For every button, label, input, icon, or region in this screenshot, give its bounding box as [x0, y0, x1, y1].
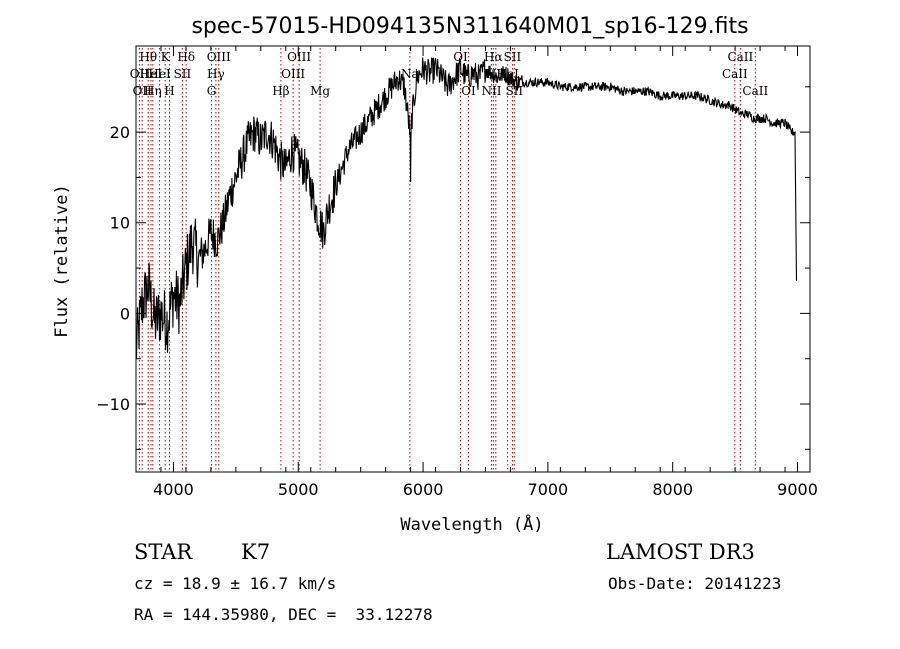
x-axis-label: Wavelength (Å) [400, 513, 543, 535]
spectral-line-labels: OIIOIIHθHeIHηHeIKHSIIHδGHγOIIIHβOIIIOIII… [130, 50, 769, 98]
line-label-15: OIII [287, 50, 311, 64]
line-label-3: HeI [140, 67, 163, 81]
line-label-26: CaII [722, 67, 748, 81]
line-label-11: Hγ [207, 67, 225, 81]
line-label-16: Mg [310, 84, 330, 98]
spectral-line-markers [138, 48, 756, 472]
y-axis: −10 0 10 20 [96, 86, 810, 450]
spectrum-line [135, 57, 798, 359]
line-label-6: K [161, 50, 171, 64]
line-label-10: G [207, 84, 217, 98]
line-label-14: OIII [281, 67, 305, 81]
y-tick-label-1: 0 [120, 304, 130, 323]
plot-frame [135, 45, 811, 473]
line-label-9: Hδ [177, 50, 195, 64]
x-tick-label-3: 7000 [528, 480, 569, 499]
line-label-2: Hθ [139, 50, 157, 64]
line-label-1: OII [133, 84, 153, 98]
y-axis-label: Flux (relative) [52, 184, 72, 338]
line-label-5: HeI [148, 67, 171, 81]
observation-date: Obs-Date: 20141223 [608, 574, 782, 593]
y-tick-label-3: 20 [110, 123, 130, 142]
line-label-17: Na [401, 67, 419, 81]
line-label-21: Hα [484, 50, 503, 64]
chart-title: spec-57015-HD094135N311640M01_sp16-129.f… [191, 14, 748, 39]
line-label-8: SII [174, 67, 192, 81]
y-tick-label-0: −10 [96, 395, 130, 414]
line-label-20: NII [481, 84, 501, 98]
x-tick-label-1: 5000 [278, 480, 319, 499]
y-tick-label-2: 10 [110, 214, 130, 233]
x-tick-label-0: 4000 [153, 480, 194, 499]
line-label-27: CaII [727, 50, 753, 64]
line-label-13: Hβ [272, 84, 289, 98]
line-label-28: CaII [742, 84, 768, 98]
coordinates: RA = 144.35980, DEC = 33.12278 [134, 605, 433, 624]
x-axis: 4000 5000 6000 7000 8000 9000 [135, 46, 818, 499]
survey-name: LAMOST DR3 [606, 540, 755, 564]
line-label-0: OII [130, 67, 150, 81]
line-label-19: OI [461, 84, 476, 98]
line-label-24: SII [504, 50, 522, 64]
x-tick-label-4: 8000 [652, 480, 693, 499]
object-class: STAR [134, 540, 193, 564]
object-subclass: K7 [241, 540, 271, 564]
line-label-4: Hη [144, 84, 162, 98]
line-label-18: OI [453, 50, 468, 64]
x-tick-label-5: 9000 [777, 480, 818, 499]
line-label-7: H [164, 84, 174, 98]
x-tick-label-2: 6000 [403, 480, 444, 499]
redshift-velocity: cz = 18.9 ± 16.7 km/s [134, 574, 337, 593]
line-label-12: OIII [207, 50, 231, 64]
